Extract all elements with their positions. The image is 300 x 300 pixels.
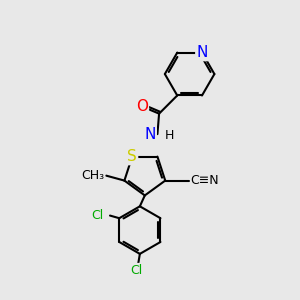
Text: Cl: Cl: [91, 209, 104, 222]
Text: CH₃: CH₃: [82, 169, 105, 182]
Text: H: H: [165, 129, 174, 142]
Text: C≡N: C≡N: [191, 174, 219, 187]
Text: N: N: [144, 127, 156, 142]
Text: O: O: [136, 99, 148, 114]
Text: S: S: [127, 149, 137, 164]
Text: N: N: [196, 45, 208, 60]
Text: Cl: Cl: [130, 264, 143, 277]
